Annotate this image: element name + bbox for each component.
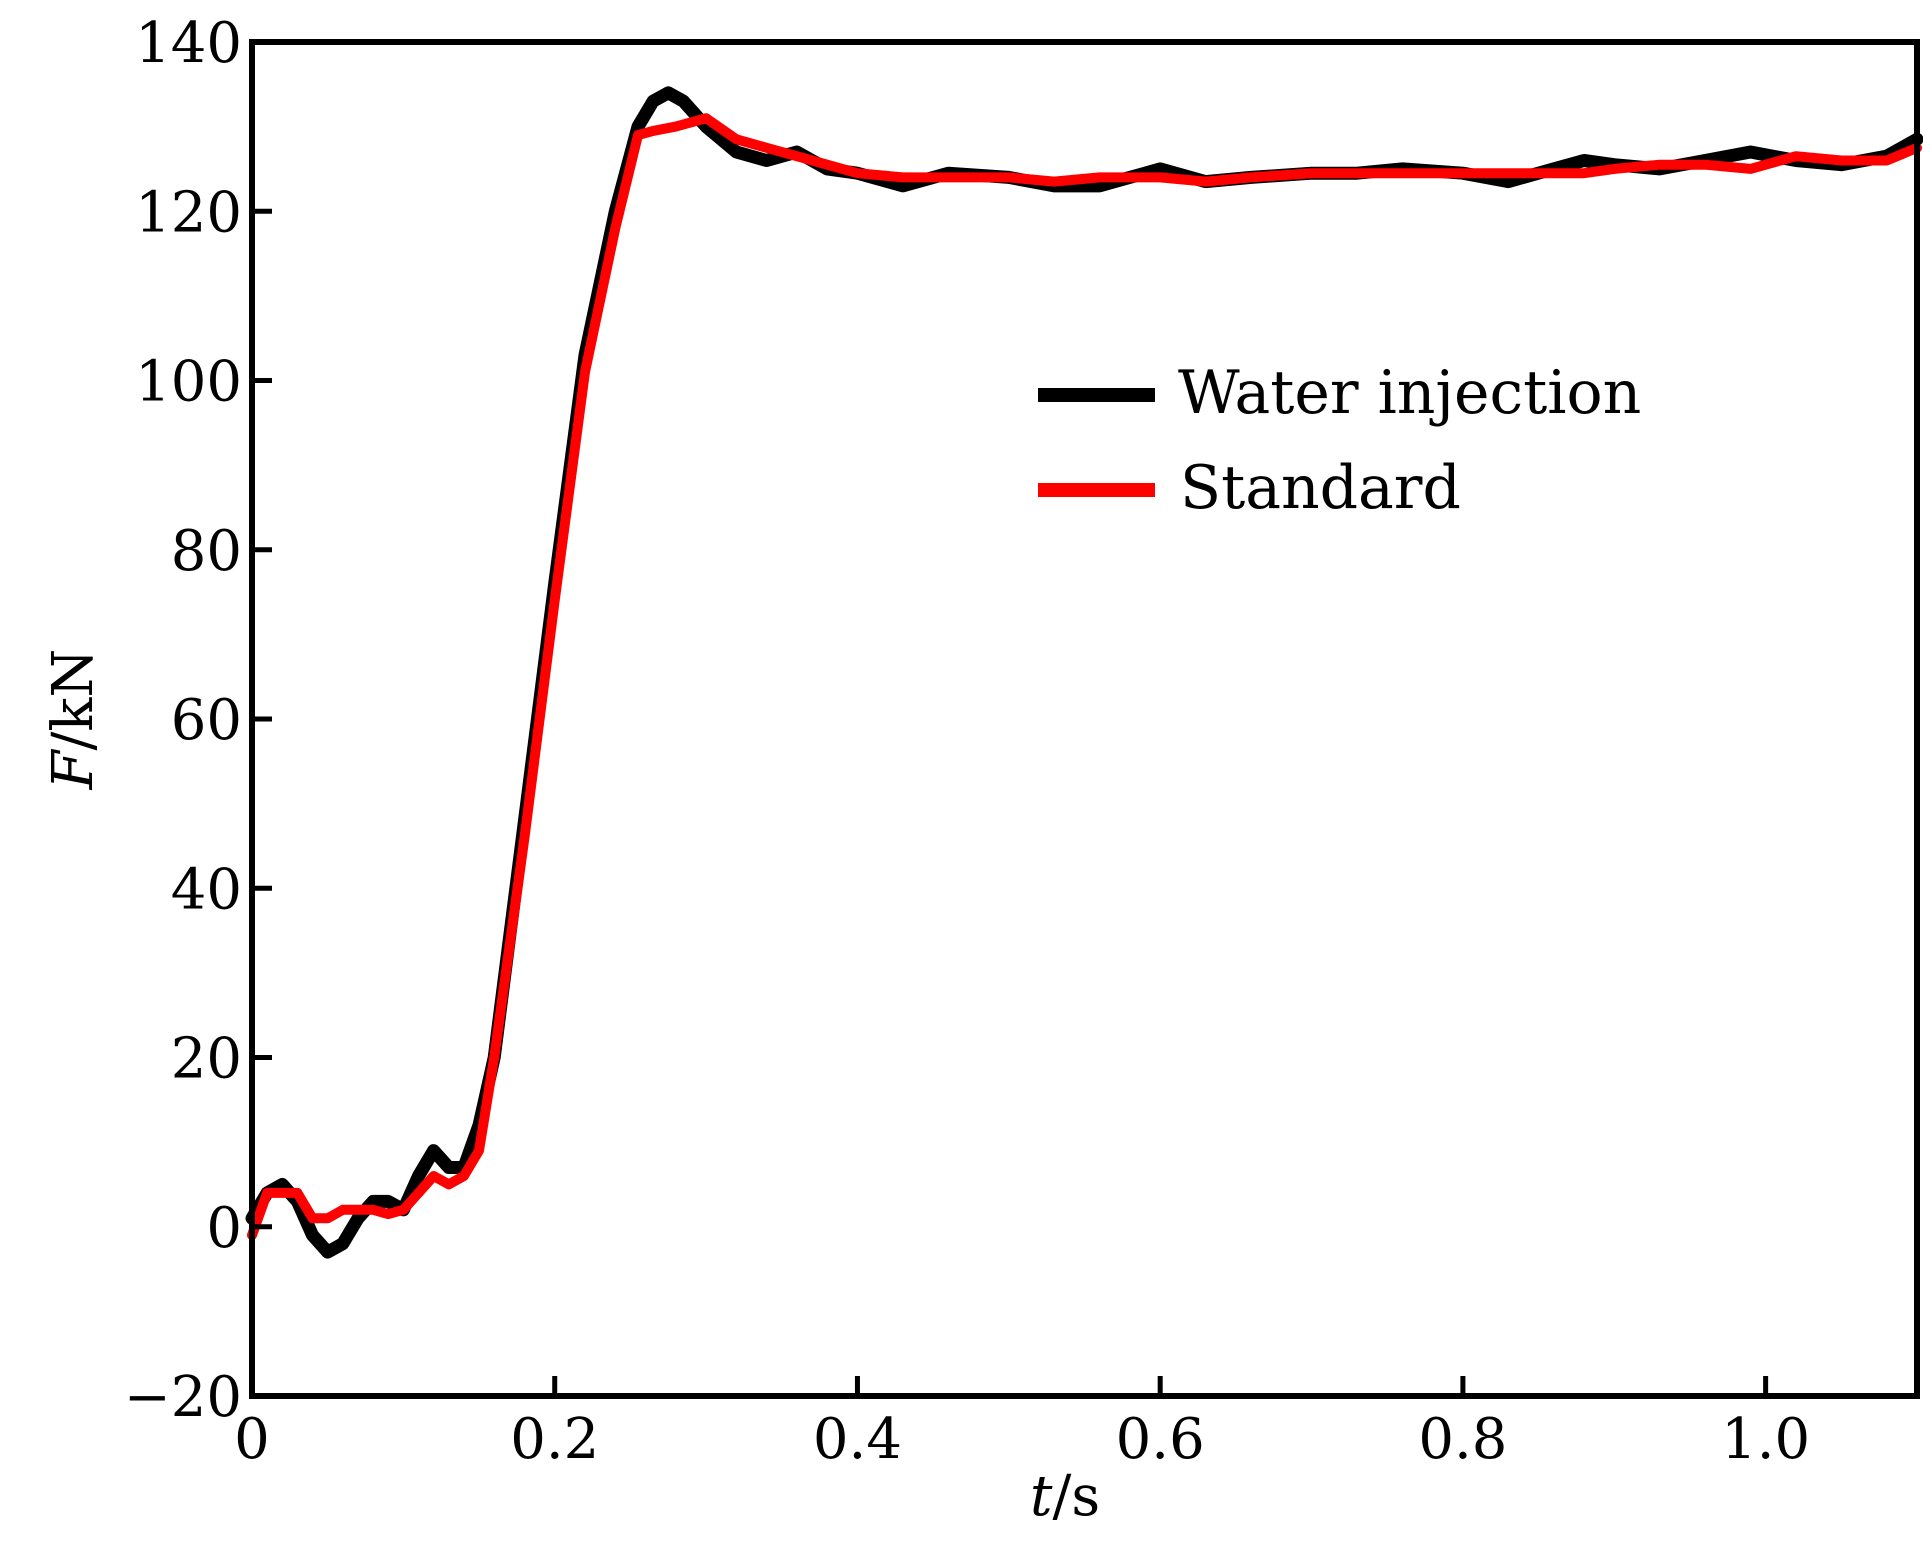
y-axis-title-var: F bbox=[41, 748, 106, 790]
y-tick-label: −20 bbox=[124, 1365, 242, 1430]
legend-label-water-injection: Water injection bbox=[1178, 358, 1641, 428]
y-tick-label: 80 bbox=[171, 519, 242, 584]
y-tick-label: 140 bbox=[135, 11, 242, 76]
y-tick-label: 120 bbox=[135, 180, 242, 245]
x-tick-label: 1.0 bbox=[1721, 1407, 1810, 1472]
x-axis-title-unit: /s bbox=[1052, 1464, 1100, 1529]
x-tick-label: 0.2 bbox=[510, 1407, 599, 1472]
y-tick-label: 100 bbox=[135, 350, 242, 415]
y-axis-title: F/kN bbox=[41, 649, 106, 791]
plot-frame bbox=[249, 39, 1920, 1399]
y-tick-label: 0 bbox=[206, 1196, 242, 1261]
y-tick-label: 20 bbox=[171, 1027, 242, 1092]
legend: Water injection Standard bbox=[1038, 358, 1641, 523]
series-line-standard bbox=[247, 113, 1922, 1241]
x-tick-label: 0.6 bbox=[1116, 1407, 1205, 1472]
legend-label-standard: Standard bbox=[1180, 453, 1461, 523]
y-tick-label: 60 bbox=[171, 688, 242, 753]
y-axis-title-unit: /kN bbox=[41, 649, 106, 751]
x-tick-label: 0 bbox=[234, 1407, 270, 1472]
series-line-water-injection bbox=[245, 86, 1923, 1259]
x-tick-label: 0.4 bbox=[813, 1407, 902, 1472]
y-tick-label: 40 bbox=[171, 857, 242, 922]
series-layer bbox=[245, 86, 1923, 1259]
x-axis-title-var: t bbox=[1030, 1464, 1053, 1529]
x-tick-label: 0.8 bbox=[1418, 1407, 1507, 1472]
x-axis-title: t/s bbox=[1030, 1464, 1100, 1529]
